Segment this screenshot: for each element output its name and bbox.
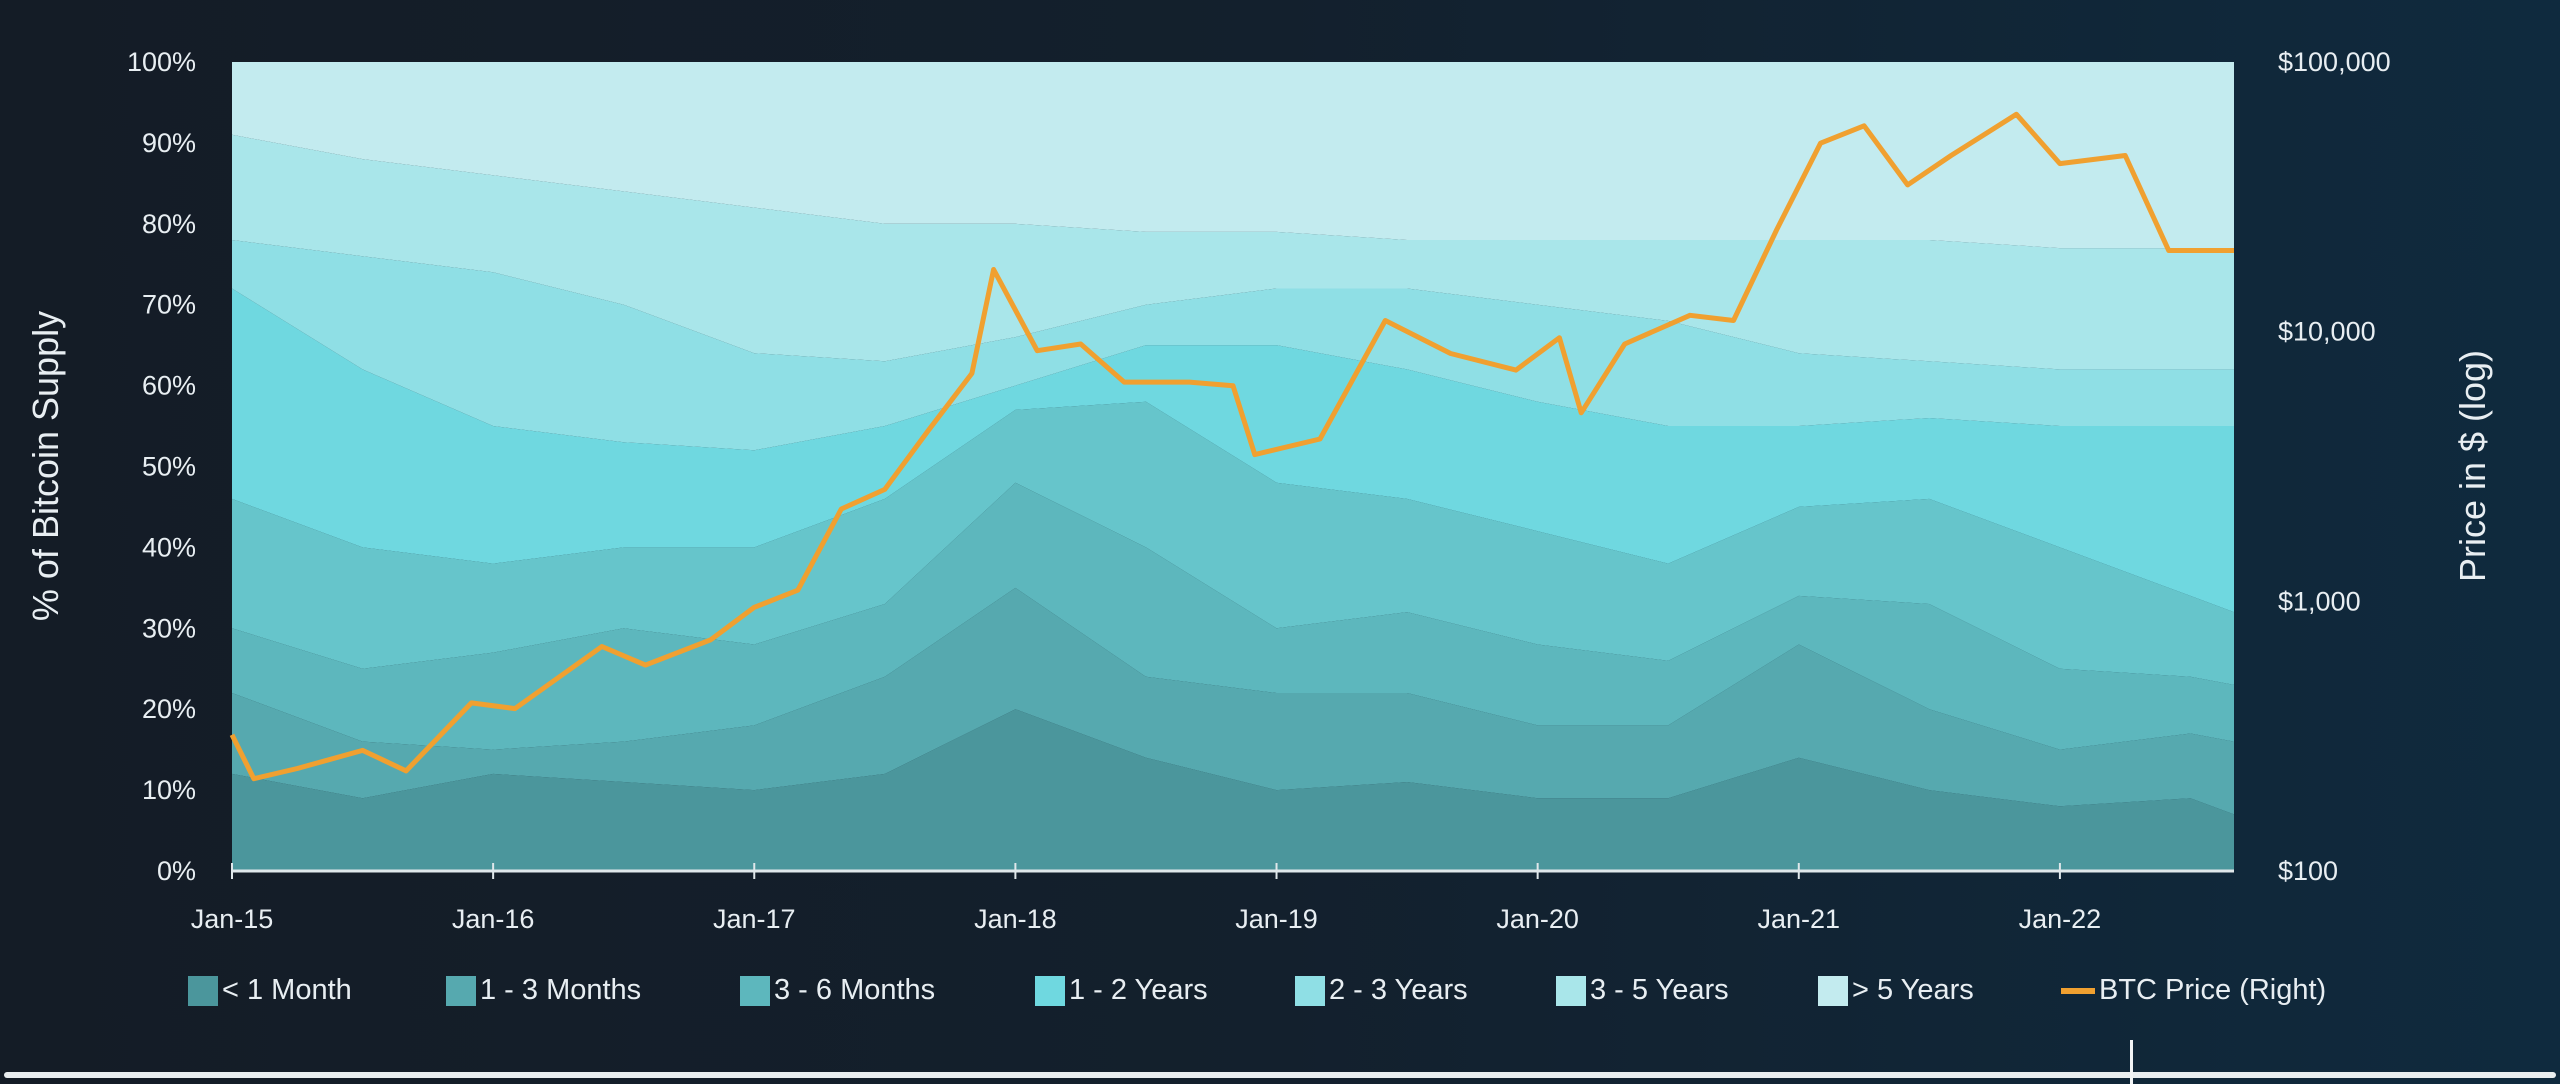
legend-line-swatch [2061, 987, 2095, 994]
y-tick-label: 30% [142, 613, 196, 643]
y-tick-label: 100% [127, 47, 196, 77]
y2-tick-label: $100,000 [2278, 47, 2391, 77]
x-tick-label: Jan-15 [191, 904, 274, 934]
y-tick-label: 0% [157, 856, 196, 886]
axes: 0% 10% 20% 30% 40% 50% 60% 70% 80% 90% 100% $100 $1,… [127, 47, 2391, 934]
area-band-4 [232, 288, 2234, 613]
legend-swatch [1295, 975, 1325, 1006]
y-tick-label: 20% [142, 694, 196, 724]
stacked-area-bands [232, 62, 2234, 871]
area-band-1 [232, 587, 2234, 815]
btc-price-line-group [229, 111, 2234, 782]
legend-item: BTC Price (Right) [2061, 974, 2326, 1007]
legend-item: 1 - 2 Years [1035, 974, 1208, 1007]
y-tick-label: 50% [142, 452, 196, 482]
y-tick-label: 90% [142, 128, 196, 158]
legend-swatch [188, 975, 218, 1006]
legend-item: 1 - 3 Months [446, 974, 641, 1007]
x-tick-label: Jan-20 [1496, 904, 1579, 934]
area-band-0 [232, 709, 2234, 871]
btc-price-line [229, 111, 2234, 782]
legend-item: 2 - 3 Years [1295, 974, 1468, 1007]
area-band-6 [232, 134, 2234, 370]
y-tick-label: 40% [142, 532, 196, 562]
legend-item: > 5 Years [1818, 974, 1974, 1007]
legend-label: 3 - 6 Months [774, 974, 936, 1006]
area-band-5 [232, 240, 2234, 451]
legend-label: 2 - 3 Years [1329, 974, 1468, 1006]
legend-item: < 1 Month [188, 974, 352, 1007]
legend-swatch [1556, 975, 1586, 1006]
x-tick-label: Jan-18 [974, 904, 1057, 934]
legend-label: BTC Price (Right) [2099, 974, 2327, 1006]
x-tick-label: Jan-22 [2019, 904, 2102, 934]
legend-label: 1 - 3 Months [480, 974, 642, 1006]
legend-swatch [740, 975, 770, 1006]
area-band-3 [232, 401, 2234, 685]
y2-axis-title: Price in $ (log) [2452, 350, 2493, 582]
y-tick-label: 70% [142, 290, 196, 320]
video-scrubber-track[interactable] [4, 1072, 2556, 1078]
y-tick-label: 80% [142, 209, 196, 239]
legend-label: 3 - 5 Years [1590, 974, 1729, 1006]
legend-swatch [1035, 975, 1065, 1006]
legend-label: < 1 Month [222, 974, 352, 1006]
y2-tick-label: $1,000 [2278, 586, 2361, 616]
legend-swatch [446, 975, 476, 1006]
x-tick-label: Jan-17 [713, 904, 796, 934]
y-tick-label: 10% [142, 775, 196, 805]
legend-item: 3 - 6 Months [740, 974, 935, 1007]
y-tick-label: 60% [142, 371, 196, 401]
legend-item: 3 - 5 Years [1556, 974, 1729, 1007]
x-tick-label: Jan-19 [1235, 904, 1318, 934]
legend-label: > 5 Years [1852, 974, 1974, 1006]
y2-tick-label: $10,000 [2278, 317, 2376, 347]
legend: < 1 Month 1 - 3 Months 3 - 6 Months 1 - 2 Y… [0, 974, 2560, 1014]
legend-swatch [1818, 975, 1848, 1006]
y2-tick-label: $100 [2278, 856, 2338, 886]
legend-label: 1 - 2 Years [1069, 974, 1208, 1006]
x-tick-label: Jan-21 [1758, 904, 1841, 934]
y-axis-title: % of Bitcoin Supply [25, 311, 66, 621]
area-band-7 [232, 62, 2234, 249]
x-tick-label: Jan-16 [452, 904, 535, 934]
area-band-2 [232, 482, 2234, 750]
video-scrubber-handle[interactable] [2129, 1040, 2133, 1084]
